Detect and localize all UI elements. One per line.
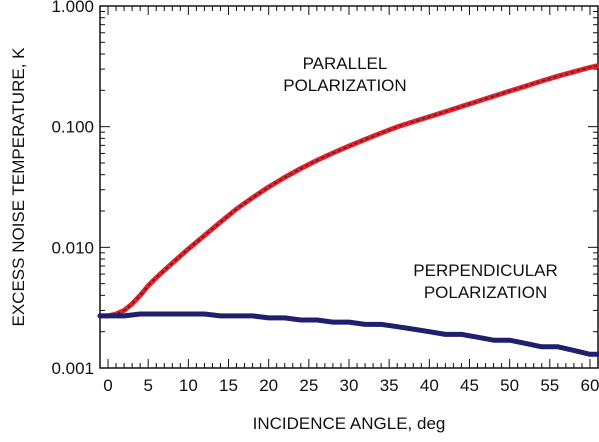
y-axis-label: EXCESS NOISE TEMPERATURE, K	[9, 47, 28, 327]
x-ticks: 0 5 10 15 20 25 30 35 40 45 50 55 60	[99, 6, 599, 395]
x-tick-label: 10	[179, 376, 198, 395]
series-layer	[97, 63, 599, 357]
annotation-line: PERPENDICULAR	[413, 261, 558, 280]
annotation-perpendicular: PERPENDICULAR POLARIZATION	[413, 261, 558, 302]
series-line-parallel	[97, 63, 599, 319]
annotation-line: POLARIZATION	[424, 283, 547, 302]
y-tick-label: 0.100	[51, 118, 94, 137]
x-tick-label: 40	[420, 376, 439, 395]
x-tick-label: 60	[581, 376, 599, 395]
x-tick-label: 50	[500, 376, 519, 395]
x-tick-label: 20	[259, 376, 278, 395]
x-tick-label: 45	[460, 376, 479, 395]
series-line-perpendicular	[97, 311, 599, 357]
x-axis-label: INCIDENCE ANGLE, deg	[253, 414, 446, 433]
x-tick-label: 0	[103, 376, 112, 395]
annotation-parallel: PARALLEL POLARIZATION	[283, 54, 406, 95]
x-tick-label: 5	[143, 376, 152, 395]
x-tick-label: 35	[380, 376, 399, 395]
x-tick-label: 15	[219, 376, 238, 395]
annotation-line: PARALLEL	[303, 54, 388, 73]
x-tick-label: 25	[299, 376, 318, 395]
annotation-layer: PARALLEL POLARIZATION PERPENDICULAR POLARIZ…	[283, 54, 558, 302]
x-tick-label: 55	[540, 376, 559, 395]
y-ticks: 0.001 0.010 0.100 1.000	[51, 0, 598, 378]
x-tick-label: 30	[340, 376, 359, 395]
y-tick-label: 0.010	[51, 238, 94, 257]
annotation-line: POLARIZATION	[283, 76, 406, 95]
y-tick-label: 0.001	[51, 359, 94, 378]
y-tick-label: 1.000	[51, 0, 94, 16]
